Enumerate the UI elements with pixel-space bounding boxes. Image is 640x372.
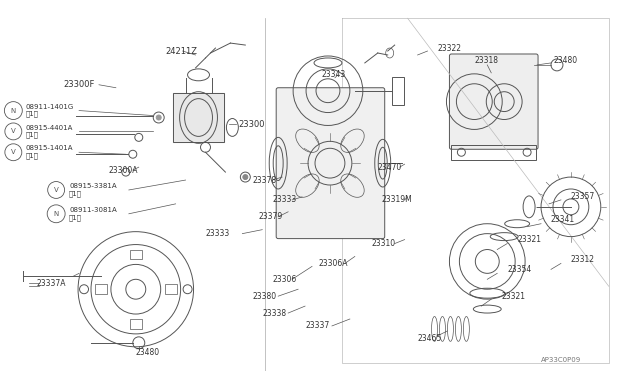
Text: 23300: 23300 <box>238 120 265 129</box>
Text: 23310: 23310 <box>372 239 396 248</box>
Text: N: N <box>54 211 59 217</box>
Text: 08911-3081A
（1）: 08911-3081A （1） <box>69 207 117 221</box>
FancyBboxPatch shape <box>449 54 538 149</box>
FancyBboxPatch shape <box>276 88 385 238</box>
Text: 23306A: 23306A <box>318 259 348 268</box>
Bar <box>164 284 177 294</box>
Text: 23321: 23321 <box>501 292 525 301</box>
Text: 23338: 23338 <box>262 308 286 318</box>
Text: 08915-3381A
（1）: 08915-3381A （1） <box>69 183 116 197</box>
Text: 23337: 23337 <box>305 321 330 330</box>
Text: 23300A: 23300A <box>109 166 138 174</box>
Circle shape <box>156 115 161 120</box>
Text: 23480: 23480 <box>136 348 160 357</box>
Text: 23465: 23465 <box>417 334 442 343</box>
Text: 23319M: 23319M <box>381 195 413 204</box>
Text: 23337A: 23337A <box>36 279 66 288</box>
Text: 24211Z: 24211Z <box>166 46 198 55</box>
Text: 23322: 23322 <box>438 44 461 52</box>
Text: V: V <box>11 149 16 155</box>
Bar <box>130 250 142 259</box>
Text: 23343: 23343 <box>322 70 346 79</box>
Text: V: V <box>54 187 58 193</box>
Bar <box>392 77 404 105</box>
Text: 23321: 23321 <box>517 235 541 244</box>
Text: 23354: 23354 <box>507 265 531 274</box>
Text: 23333: 23333 <box>205 229 230 238</box>
Text: 23300F: 23300F <box>63 80 95 89</box>
Bar <box>130 319 142 329</box>
Text: 23480: 23480 <box>554 57 578 65</box>
Text: 23357: 23357 <box>571 192 595 201</box>
Text: 23341: 23341 <box>551 215 575 224</box>
Text: 08915-4401A
（1）: 08915-4401A （1） <box>26 125 73 138</box>
Circle shape <box>243 174 248 180</box>
Text: 23333: 23333 <box>272 195 296 204</box>
Text: 23378: 23378 <box>252 176 276 185</box>
Text: AP33C0P09: AP33C0P09 <box>541 357 581 363</box>
Text: 23312: 23312 <box>571 255 595 264</box>
Text: 23379: 23379 <box>259 212 282 221</box>
Text: 23380: 23380 <box>252 292 276 301</box>
Text: 08915-1401A
（1）: 08915-1401A （1） <box>26 145 73 159</box>
Bar <box>173 93 225 142</box>
Text: 23470: 23470 <box>378 163 402 171</box>
Text: 23306: 23306 <box>272 275 296 284</box>
Text: 08911-1401G
（1）: 08911-1401G （1） <box>26 104 74 118</box>
Text: 23318: 23318 <box>474 57 499 65</box>
Bar <box>95 284 107 294</box>
Text: V: V <box>11 128 16 134</box>
Text: N: N <box>11 108 16 113</box>
Bar <box>451 145 536 160</box>
